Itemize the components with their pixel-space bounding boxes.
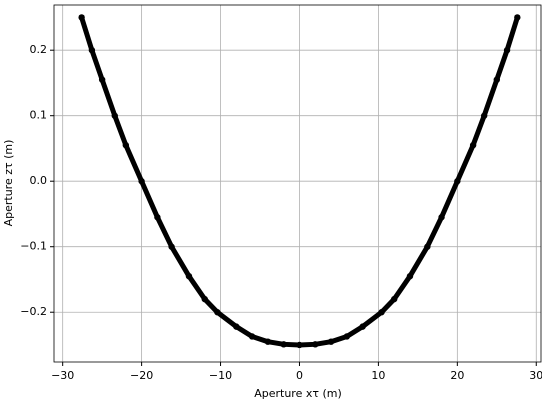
x-tick-label: 30 (529, 369, 542, 382)
point (480, 112, 488, 119)
y-tick-label: −0.1 (20, 240, 47, 253)
point (78, 14, 85, 21)
x-axis-label: Aperture xτ (m) (254, 387, 342, 400)
point (296, 341, 303, 349)
x-tick-label: −10 (209, 369, 232, 382)
point (503, 46, 511, 54)
x-tick-label: 20 (450, 369, 464, 382)
point (454, 178, 461, 185)
point (312, 341, 319, 348)
x-tick-label: −30 (51, 369, 74, 382)
point (98, 76, 106, 83)
point (424, 243, 431, 250)
point (201, 295, 208, 303)
point (168, 243, 175, 250)
point (233, 323, 240, 330)
point (378, 309, 385, 316)
y-tick-label: 0.0 (30, 174, 48, 187)
y-tick-label: 0.1 (30, 109, 48, 122)
point (359, 323, 366, 330)
point (343, 333, 351, 340)
point (493, 76, 500, 83)
y-axis-label: Aperture zτ (m) (2, 140, 15, 227)
point (138, 178, 145, 185)
point (390, 295, 398, 303)
point (122, 141, 130, 149)
x-tick-label: 0 (296, 369, 303, 382)
point (438, 214, 445, 221)
point (248, 333, 256, 340)
point (154, 214, 161, 221)
point (514, 14, 521, 21)
point (88, 46, 96, 54)
y-tick-label: −0.2 (20, 305, 47, 318)
point (264, 338, 272, 345)
plot-frame (53, 4, 542, 363)
x-tick-label: 10 (371, 369, 385, 382)
y-tick-label: 0.2 (30, 43, 48, 56)
x-tick-label: −20 (130, 369, 153, 382)
point (469, 141, 477, 149)
point (280, 341, 287, 348)
point (185, 272, 193, 280)
point (327, 338, 335, 345)
point (214, 309, 221, 316)
point (406, 272, 414, 280)
point (111, 112, 118, 119)
